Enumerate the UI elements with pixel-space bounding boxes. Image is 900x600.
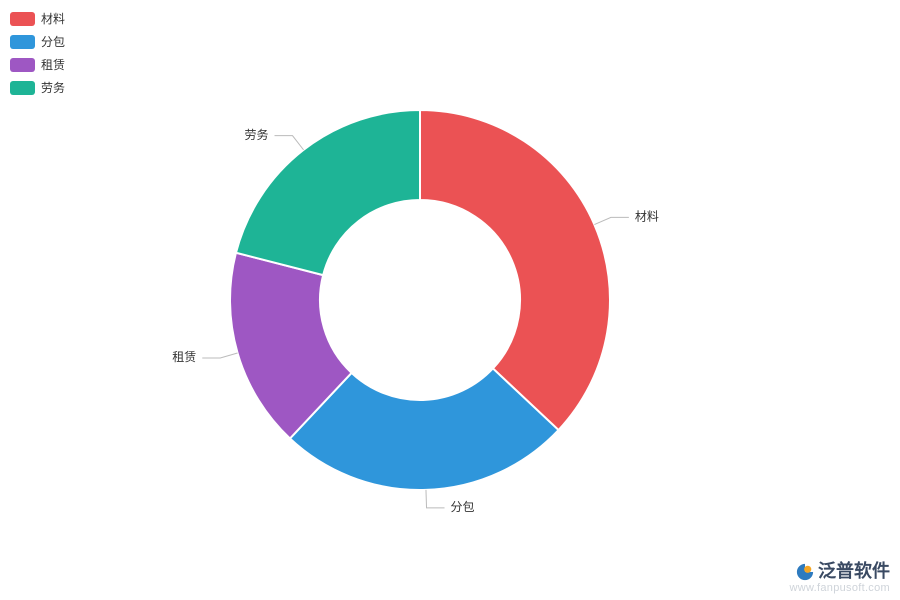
watermark: 泛普软件 www.fanpusoft.com [790,562,890,594]
legend-label: 分包 [41,33,65,50]
legend-swatch [10,81,35,95]
legend-item[interactable]: 租赁 [10,56,65,73]
donut-slice [420,110,610,430]
slice-label: 材料 [635,210,659,224]
brand-logo-icon [796,563,814,581]
slice-label: 劳务 [244,127,268,142]
legend-label: 材料 [41,10,65,27]
legend-item[interactable]: 劳务 [10,79,65,96]
brand-logo-outer [797,564,813,580]
watermark-brand: 泛普软件 [790,562,890,582]
slice-leader-line [202,353,237,358]
slice-label: 分包 [451,500,475,514]
legend-item[interactable]: 分包 [10,33,65,50]
legend-item[interactable]: 材料 [10,10,65,27]
watermark-brand-text: 泛普软件 [818,562,890,582]
watermark-url: www.fanpusoft.com [790,582,890,594]
slice-label: 租赁 [172,350,196,364]
legend-swatch [10,35,35,49]
legend: 材料分包租赁劳务 [10,10,65,102]
slice-leader-line [275,136,304,150]
slice-leader-line [426,490,445,508]
brand-logo-inner [804,566,811,573]
slice-leader-line [594,217,629,224]
legend-label: 劳务 [41,79,65,96]
legend-swatch [10,12,35,26]
donut-chart: 材料分包租赁劳务 [0,0,900,600]
legend-swatch [10,58,35,72]
legend-label: 租赁 [41,56,65,73]
